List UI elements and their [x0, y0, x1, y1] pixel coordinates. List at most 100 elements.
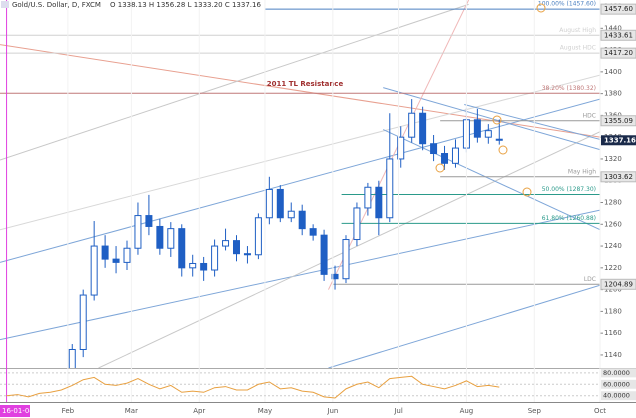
y-tick-label: 1320 — [604, 155, 622, 163]
trend-line — [0, 3, 469, 161]
candle-body — [265, 188, 273, 219]
trend-line — [464, 104, 600, 140]
candle-body — [189, 262, 197, 269]
candle-body — [309, 228, 317, 236]
trend-line — [0, 44, 600, 138]
price-label: 1457.60 — [604, 5, 633, 13]
candle-body — [397, 136, 405, 160]
candle-body — [68, 348, 76, 368]
candle — [430, 135, 438, 162]
price-label-box — [600, 115, 636, 127]
candle — [342, 235, 350, 284]
candle-body — [90, 245, 98, 296]
candle-body — [473, 119, 481, 138]
candle-body — [353, 207, 361, 241]
candle — [156, 218, 164, 255]
candle-body — [484, 130, 492, 138]
candle — [353, 202, 361, 247]
candle-body — [200, 262, 208, 271]
candle-body — [101, 245, 109, 260]
trend-line — [0, 74, 600, 231]
rsi-label-box — [601, 368, 636, 378]
level-text: 50.00% (1287.30) — [542, 186, 596, 193]
candle — [309, 224, 317, 241]
price-label-box — [600, 29, 636, 41]
x-tick-label: Feb — [62, 407, 75, 415]
candle-body — [112, 258, 120, 263]
candle-body — [331, 273, 339, 280]
candle-body — [320, 234, 328, 275]
candle — [451, 139, 459, 168]
candle-body — [495, 138, 503, 141]
level-text: LDC — [584, 276, 596, 283]
candle — [441, 145, 449, 170]
rsi-label-box — [601, 391, 636, 401]
candle-body — [232, 240, 240, 255]
rsi-line — [6, 375, 500, 399]
candle — [331, 265, 339, 290]
candle — [473, 108, 481, 143]
x-tick-label: May — [258, 407, 272, 415]
x-tick-label: Jun — [326, 407, 338, 415]
candle — [211, 239, 219, 277]
candle — [222, 228, 230, 251]
candle — [178, 224, 186, 277]
x-tick-label: Jul — [393, 407, 403, 415]
y-tick-label: 1240 — [604, 242, 622, 250]
candle-body — [298, 210, 306, 230]
candle-body — [419, 112, 427, 145]
touch-point — [498, 145, 508, 155]
candle-body — [287, 210, 295, 219]
start-label-box — [0, 405, 30, 417]
candle-body — [375, 186, 383, 219]
rsi-tick-label: 40.0000 — [603, 392, 630, 400]
level-text: 38.20% (1380.32) — [542, 85, 596, 92]
candle — [375, 180, 383, 236]
price-label-box — [600, 278, 636, 290]
candle — [419, 106, 427, 151]
candle — [287, 202, 295, 223]
candle-body — [134, 215, 142, 249]
y-tick-label: 1440 — [604, 24, 622, 32]
y-tick-label: 1280 — [604, 199, 622, 207]
candle-body — [156, 225, 164, 249]
candle-body — [276, 188, 284, 219]
level-text: HDC — [583, 112, 596, 119]
level-text: 100.00% (1457.60) — [538, 1, 596, 8]
touch-point — [492, 115, 502, 125]
y-tick-label: 1160 — [604, 329, 622, 337]
candle-body — [123, 247, 131, 263]
candle — [397, 126, 405, 168]
candle-body — [167, 228, 175, 249]
candle — [265, 176, 273, 225]
level-text: May High — [568, 168, 596, 175]
candle-body — [211, 245, 219, 271]
candle-body — [386, 158, 394, 219]
chart-title: Gold/U.S. Dollar, D, FXCM — [12, 1, 101, 9]
x-tick-label: Mar — [125, 407, 138, 415]
candle — [364, 182, 372, 216]
last-price-label: 1337.16 — [604, 136, 636, 144]
touch-point — [435, 163, 445, 173]
price-label-box — [600, 47, 636, 59]
candle — [408, 99, 416, 143]
price-label: 1204.89 — [604, 280, 633, 288]
touch-point — [536, 3, 546, 13]
level-text: August High — [559, 27, 596, 34]
header-icon — [1, 1, 9, 8]
price-label: 1355.09 — [604, 117, 633, 125]
trend-line — [0, 98, 600, 263]
candle-body — [408, 112, 416, 138]
candle — [254, 213, 262, 260]
candle-body — [342, 239, 350, 280]
last-price-box — [601, 135, 636, 146]
annotation: 2011 TL Resistance — [267, 80, 344, 88]
candle-body — [364, 186, 372, 209]
y-tick-label: 1260 — [604, 220, 622, 228]
candle — [123, 240, 131, 271]
candle-body — [178, 228, 186, 269]
trend-line — [383, 87, 600, 151]
